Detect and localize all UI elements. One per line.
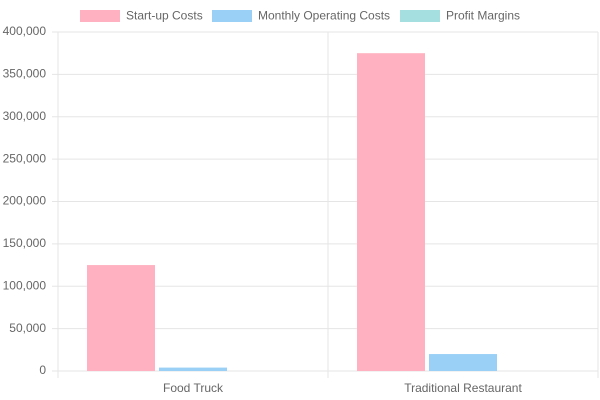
legend-label: Monthly Operating Costs xyxy=(258,9,390,23)
bar xyxy=(87,265,155,371)
legend-swatch xyxy=(400,10,440,22)
y-tick-label: 0 xyxy=(39,363,46,377)
x-tick-label: Food Truck xyxy=(163,381,224,395)
y-tick-label: 100,000 xyxy=(3,278,47,292)
y-tick-label: 50,000 xyxy=(9,321,46,335)
x-tick-label: Traditional Restaurant xyxy=(404,381,522,395)
legend-label: Start-up Costs xyxy=(126,9,203,23)
bar xyxy=(159,367,227,371)
legend-label: Profit Margins xyxy=(446,9,520,23)
y-tick-label: 400,000 xyxy=(3,24,47,38)
y-tick-label: 150,000 xyxy=(3,236,47,250)
y-tick-label: 350,000 xyxy=(3,67,47,81)
y-tick-label: 200,000 xyxy=(3,194,47,208)
y-tick-label: 250,000 xyxy=(3,151,47,165)
legend-swatch xyxy=(212,10,252,22)
y-tick-label: 300,000 xyxy=(3,109,47,123)
bar xyxy=(429,354,497,371)
legend-swatch xyxy=(80,10,120,22)
bar xyxy=(357,53,425,371)
